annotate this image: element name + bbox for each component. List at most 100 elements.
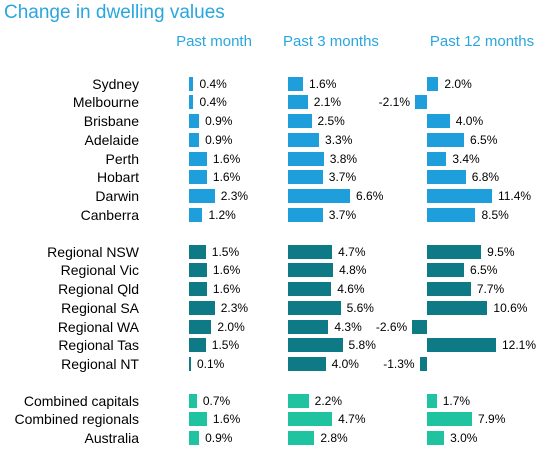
row-label: Regional SA: [61, 299, 139, 316]
value-label: 3.4%: [452, 151, 480, 166]
value-label: 4.6%: [337, 282, 365, 296]
bar-past-12-months: [412, 319, 427, 334]
bar-past-12-months: [427, 114, 450, 128]
column-header-past-month: Past month: [176, 33, 252, 50]
value-label: 1.6%: [212, 151, 241, 166]
column-header-past-12-months: Past 12 months: [429, 33, 535, 50]
value-label: 0.9%: [205, 132, 233, 147]
value-label: 3.3%: [325, 132, 353, 147]
bar-past-3-months: [288, 282, 332, 296]
bar-past-3-months: [288, 300, 341, 315]
bar-past-3-months: [288, 76, 304, 91]
bar-past-month: [189, 282, 207, 296]
bar-past-12-months: [427, 393, 437, 408]
bar-past-month: [189, 431, 200, 445]
value-label: 4.8%: [339, 263, 367, 278]
bar-past-12-months: [427, 207, 476, 222]
value-label: 6.5%: [470, 263, 498, 278]
value-label: 8.5%: [481, 207, 509, 222]
bar-past-month: [189, 151, 207, 166]
value-label: 0.4%: [199, 76, 227, 91]
value-label: 2.1%: [313, 95, 342, 110]
value-label: 4.0%: [455, 114, 484, 128]
bar-past-12-months: [427, 170, 466, 185]
row-label: Sydney: [92, 75, 139, 92]
bar-past-month: [189, 244, 206, 259]
value-label: 1.6%: [212, 170, 241, 185]
bar-past-3-months: [288, 95, 308, 110]
value-label: 11.4%: [497, 189, 532, 203]
value-label: 9.5%: [487, 244, 515, 259]
value-label: 1.5%: [211, 338, 240, 353]
bar-past-3-months: [288, 412, 333, 427]
value-label: 5.8%: [348, 338, 376, 353]
row-label: Perth: [105, 150, 139, 167]
bar-past-12-months: [419, 357, 427, 371]
bar-past-month: [189, 170, 207, 185]
bar-past-month: [189, 357, 191, 371]
value-label: 0.9%: [205, 114, 233, 128]
value-label: 4.7%: [338, 412, 366, 427]
bar-past-month: [189, 319, 212, 334]
value-label: 0.9%: [205, 431, 233, 445]
value-label: 12.1%: [501, 338, 536, 353]
bar-past-3-months: [288, 151, 324, 166]
bar-past-month: [189, 95, 194, 110]
value-label: 3.8%: [329, 151, 358, 166]
bar-past-12-months: [427, 412, 473, 427]
row-label: Regional Tas: [58, 337, 139, 354]
bar-past-month: [189, 263, 207, 278]
bar-past-12-months: [427, 151, 447, 166]
value-label: -1.3%: [383, 357, 415, 371]
value-label: 10.6%: [493, 300, 528, 315]
column-header-past-3-months: Past 3 months: [283, 33, 379, 50]
bar-past-3-months: [288, 319, 329, 334]
row-label: Darwin: [95, 188, 139, 204]
row-label: Adelaide: [84, 131, 140, 148]
value-label: 6.8%: [471, 170, 500, 185]
value-label: 2.0%: [217, 319, 245, 334]
bar-past-3-months: [288, 357, 326, 371]
bar-past-12-months: [415, 95, 427, 110]
bar-past-3-months: [288, 244, 333, 259]
value-label: 1.7%: [442, 393, 471, 408]
value-label: 2.0%: [444, 76, 472, 91]
bar-past-month: [189, 132, 200, 147]
value-label: -2.6%: [375, 319, 408, 334]
value-label: 4.0%: [331, 357, 359, 371]
value-label: 0.1%: [197, 357, 225, 371]
value-label: 0.4%: [199, 95, 227, 110]
value-label: 1.2%: [208, 207, 236, 222]
row-label: Canberra: [80, 206, 139, 223]
value-label: 1.6%: [212, 412, 241, 427]
value-label: 4.3%: [334, 319, 362, 334]
row-label: Melbourne: [72, 94, 139, 111]
value-label: 1.6%: [212, 282, 241, 296]
value-label: 7.7%: [476, 282, 505, 296]
bar-past-month: [189, 189, 215, 203]
row-label: Combined capitals: [23, 392, 139, 409]
value-label: -2.1%: [378, 95, 411, 110]
bar-past-3-months: [288, 393, 309, 408]
bar-past-3-months: [288, 207, 323, 222]
value-label: 2.8%: [320, 431, 348, 445]
row-label: Regional Qld: [58, 281, 139, 297]
value-label: 5.6%: [346, 300, 374, 315]
bar-past-12-months: [427, 431, 445, 445]
bar-past-3-months: [288, 338, 343, 353]
row-label: Combined regionals: [14, 411, 139, 428]
bar-past-month: [189, 412, 207, 427]
bar-past-month: [189, 114, 200, 128]
value-label: 4.7%: [338, 244, 366, 259]
bar-past-12-months: [427, 76, 439, 91]
bar-past-month: [189, 338, 206, 353]
row-label: Regional Vic: [60, 262, 139, 279]
bar-past-month: [189, 76, 194, 91]
value-label: 3.7%: [328, 207, 357, 222]
value-label: 6.5%: [470, 132, 498, 147]
value-label: 0.7%: [202, 393, 231, 408]
row-label: Regional WA: [57, 318, 139, 335]
value-label: 7.9%: [478, 412, 506, 427]
bar-past-3-months: [288, 431, 315, 445]
bar-past-12-months: [427, 282, 471, 296]
